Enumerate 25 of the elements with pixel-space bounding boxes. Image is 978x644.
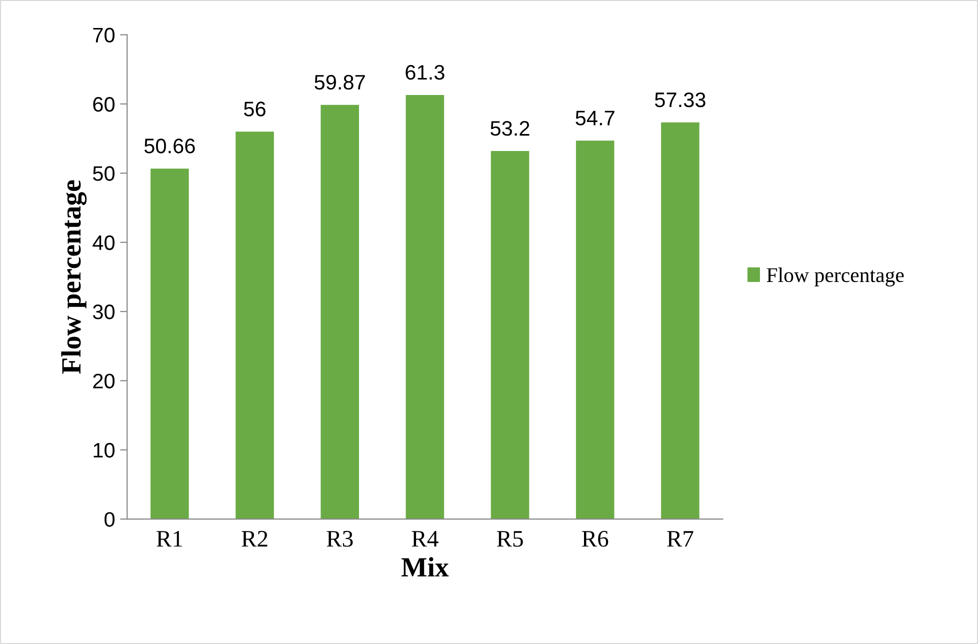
data-label: 54.7 [576, 110, 614, 126]
x-tick-label: R2 [242, 530, 268, 547]
x-tick-label: R7 [667, 531, 694, 547]
x-tick-label: R3 [326, 530, 353, 547]
x-tick-label: R4 [412, 531, 438, 547]
y-tick-label: 70 [93, 28, 115, 43]
y-tick-label: 10 [94, 442, 115, 458]
data-label: 57.33 [654, 92, 706, 108]
y-tick-label: 40 [92, 235, 115, 250]
x-tick-label: R6 [582, 530, 608, 547]
data-label: 61.3 [406, 64, 444, 80]
data-label: 56 [244, 102, 266, 116]
y-tick-label: 20 [93, 374, 115, 388]
data-label: 50.66 [144, 138, 195, 154]
legend-label: Flow percentage [766, 268, 904, 286]
x-tick-label: R5 [496, 531, 523, 547]
x-tick-label: R1 [156, 530, 182, 547]
data-label: 59.87 [314, 74, 365, 90]
x-axis-title: Mix [402, 557, 449, 576]
y-tick-label: 30 [92, 304, 115, 320]
data-label: 53.2 [490, 121, 530, 136]
y-axis-title: Flow percentage [61, 180, 87, 374]
y-tick-label: 0 [104, 512, 115, 527]
y-tick-label: 60 [93, 96, 115, 112]
y-tick-label: 50 [92, 166, 115, 181]
